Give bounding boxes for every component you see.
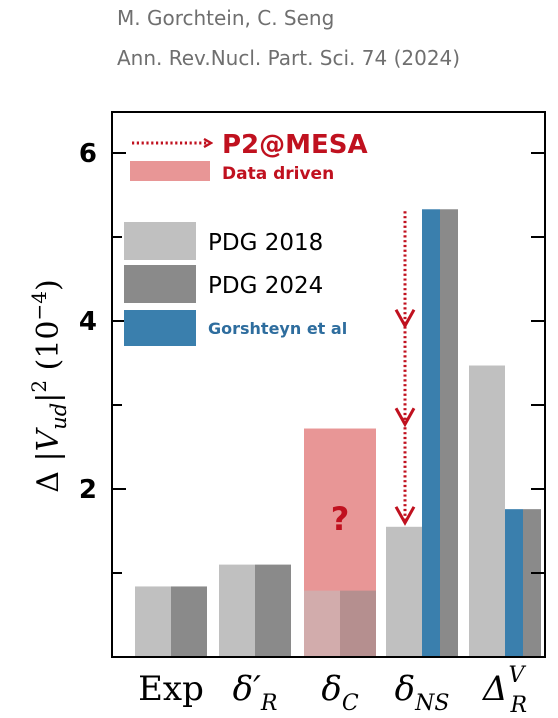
p2-arrowhead-1	[394, 309, 416, 329]
legend-label-pdg2024: PDG 2024	[208, 273, 323, 299]
bar-pdg2018-exp	[135, 586, 171, 657]
x-category-label-delta-r-prime: δ′R	[233, 669, 278, 716]
data-driven-legend-swatch	[130, 161, 210, 181]
citation-journal: Ann. Rev.Nucl. Part. Sci. 74 (2024)	[117, 46, 461, 70]
bar-pdg2018-delta-c	[304, 590, 340, 657]
bar-pdg2018-delta-r-v	[469, 365, 505, 657]
legend-swatch-pdg2018	[124, 222, 196, 260]
question-mark: ?	[331, 500, 350, 538]
plot-frame	[111, 111, 546, 658]
x-category-label-delta-ns: δNS	[395, 669, 450, 716]
legend-label-pdg2018: PDG 2018	[208, 230, 323, 256]
x-category-label-delta-r-v: ΔV R	[481, 663, 527, 718]
y-tick-label-4: 4	[79, 307, 97, 337]
legend-swatch-pdg2024	[124, 265, 196, 303]
bar-pdg2024-delta-r-v	[523, 509, 541, 657]
bar-pdg2024-delta-r-prime	[255, 564, 291, 657]
y-tick-label-6: 6	[79, 139, 97, 169]
legend-label-gorshteyn: Gorshteyn et al	[208, 319, 347, 338]
legend-swatch-gorshteyn	[124, 310, 196, 346]
bar-pdg2024-delta-ns	[440, 209, 458, 657]
bar-pdg2024-delta-c	[340, 590, 376, 657]
bar-pdg2018-delta-r-prime	[219, 564, 255, 657]
bar-pdg2018-delta-ns	[386, 526, 422, 657]
y-axis-label: Δ |Vud|2 (10−4)	[27, 279, 71, 492]
bar-gorshteyn-delta-ns	[422, 209, 440, 657]
p2-arrowhead-2	[394, 407, 416, 428]
citation-authors: M. Gorchtein, C. Seng	[117, 6, 335, 30]
y-tick-label-2: 2	[79, 475, 97, 505]
data-driven-legend-label: Data driven	[222, 164, 334, 184]
p2-legend-label: P2@MESA	[222, 130, 368, 160]
bar-gorshteyn-delta-r-v	[505, 509, 523, 657]
p2-arrowhead-3	[394, 506, 416, 526]
bar-pdg2024-exp	[171, 586, 207, 657]
x-category-label-delta-c: δC	[321, 669, 358, 716]
x-category-label-exp: Exp	[138, 669, 204, 709]
